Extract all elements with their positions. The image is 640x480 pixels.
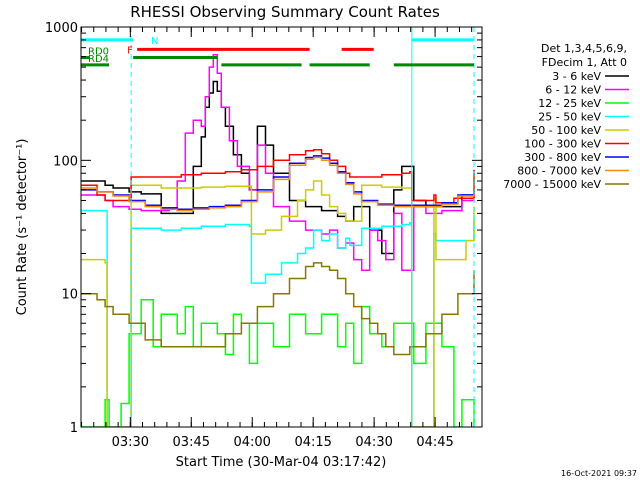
chart-title: RHESSI Observing Summary Count Rates [130, 3, 440, 21]
legend-entry-label: 6 - 12 keV [545, 84, 601, 97]
legend-entry-label: 7000 - 15000 keV [503, 178, 601, 191]
y-tick-label: 10 [61, 288, 78, 303]
legend-entry-label: 300 - 800 keV [524, 151, 601, 164]
x-tick-label: 04:45 [416, 435, 453, 450]
y-axis-label: Count Rate (s⁻¹ detector⁻¹) [15, 139, 30, 316]
series-line-8 [81, 156, 475, 212]
y-axis: 1 10 100 1000 [45, 21, 482, 436]
x-tick-label: 03:30 [112, 435, 149, 450]
y-tick-label: 100 [53, 154, 78, 169]
series-line-5 [81, 180, 475, 427]
series-line-2 [81, 53, 475, 271]
x-tick-label: 03:45 [173, 435, 210, 450]
x-tick-label: 04:30 [355, 435, 392, 450]
x-axis-label: Start Time (30-Mar-04 03:17:42) [176, 455, 387, 470]
footer-timestamp: 16-Oct-2021 09:37 [561, 469, 637, 478]
legend-entry-label: 25 - 50 keV [538, 111, 601, 124]
legend-entry-label: 100 - 300 keV [524, 138, 601, 151]
status-bar-label: N [151, 36, 158, 47]
legend-entry-label: 12 - 25 keV [538, 97, 601, 110]
plot-frame [80, 26, 483, 428]
y-tick-label: 1000 [45, 21, 78, 36]
x-tick-label: 04:15 [294, 435, 331, 450]
legend-header-line: Det 1,3,4,5,6,9, [541, 42, 627, 55]
legend-entry-label: 3 - 6 keV [552, 70, 601, 83]
x-tick-label: 04:00 [233, 435, 270, 450]
status-bar-label: RD4 [88, 54, 109, 65]
x-axis: 03:30 03:45 04:00 04:15 04:30 04:45 [81, 27, 473, 450]
y-tick-label: 1 [70, 421, 78, 436]
legend-entry-label: 800 - 7000 keV [517, 165, 601, 178]
legend: Det 1,3,4,5,6,9,FDecim 1, Att 03 - 6 keV… [503, 42, 629, 191]
series-line-9 [81, 262, 475, 356]
status-bar-label: F [127, 45, 133, 56]
legend-entry-label: 50 - 100 keV [531, 124, 601, 137]
status-bar-label: RD0 [88, 47, 109, 58]
legend-header-line: FDecim 1, Att 0 [542, 56, 627, 69]
